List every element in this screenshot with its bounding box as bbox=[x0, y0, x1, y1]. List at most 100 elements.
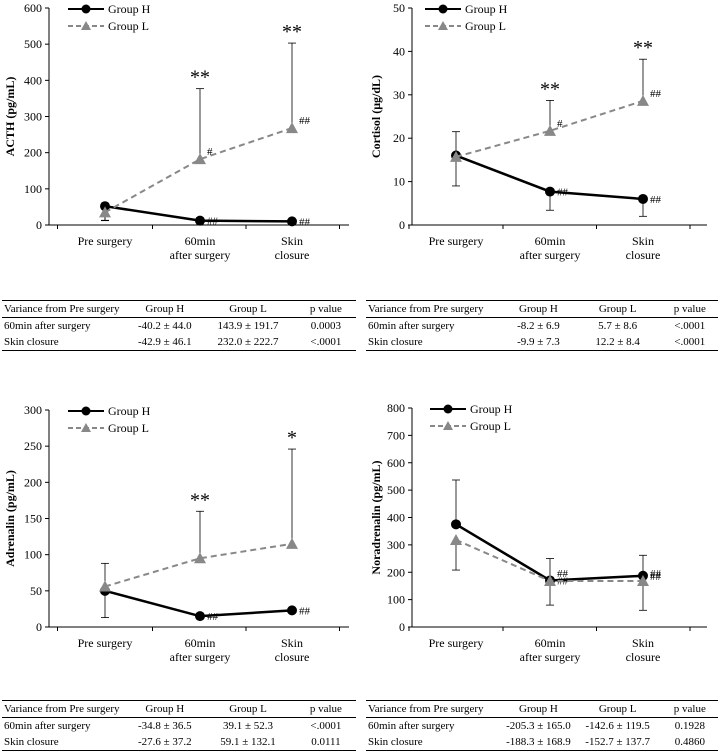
y-tick-label: 600 bbox=[24, 1, 42, 15]
legend-marker bbox=[443, 404, 453, 414]
table-cell: -188.3 ± 168.9 bbox=[503, 734, 574, 751]
data-point-circle bbox=[100, 201, 110, 212]
x-tick-label: after surgery bbox=[170, 248, 231, 262]
table-cell: -42.9 ± 46.1 bbox=[129, 334, 201, 351]
series-group-l bbox=[99, 448, 298, 592]
table-cell: Skin closure bbox=[366, 734, 504, 751]
legend-label: Group L bbox=[465, 19, 506, 33]
y-tick-label: 700 bbox=[387, 428, 405, 442]
table-cell: -142.6 ± 119.5 bbox=[585, 720, 650, 732]
table-cell: Skin closure bbox=[2, 334, 130, 351]
legend-label: Group L bbox=[108, 421, 149, 435]
table-cell: 0.0003 bbox=[310, 320, 342, 332]
y-tick-label: 800 bbox=[387, 401, 405, 415]
table-cell: -27.6 ± 37.2 bbox=[129, 734, 201, 751]
table-cell: 0.1928 bbox=[674, 720, 705, 732]
legend-label: Group H bbox=[108, 2, 151, 16]
table-cell: -9.9 ± 7.3 bbox=[503, 334, 574, 351]
table-cell: 12.2 ± 8.4 bbox=[573, 334, 662, 351]
significance-label: ** bbox=[190, 67, 210, 89]
y-tick-label: 400 bbox=[24, 73, 42, 87]
table-header-cell: Group H bbox=[503, 300, 574, 318]
x-tick-label: Pre surgery bbox=[429, 234, 484, 248]
table-cell: 0.0111 bbox=[295, 734, 356, 751]
annotation-label: ## bbox=[299, 115, 311, 127]
y-axis-label: Noradrenalin (pg/mL) bbox=[369, 460, 383, 574]
data-point-triangle bbox=[450, 150, 462, 162]
x-tick-label: Skin bbox=[632, 636, 654, 650]
y-tick-label: 300 bbox=[387, 538, 405, 552]
table-header-cell: p value bbox=[295, 700, 356, 718]
data-point-triangle bbox=[544, 575, 556, 587]
legend-marker bbox=[81, 4, 91, 14]
x-tick-label: Pre surgery bbox=[78, 234, 133, 248]
annotation-label: ## bbox=[650, 568, 662, 580]
significance-label: ** bbox=[282, 21, 302, 43]
legend-marker bbox=[438, 21, 448, 30]
annotation-label: ## bbox=[650, 194, 662, 206]
x-tick-label: 60min bbox=[185, 234, 216, 248]
legend-marker bbox=[81, 423, 91, 432]
table-cell: 232.0 ± 222.7 bbox=[200, 334, 296, 351]
table-row: Skin closure -42.9 ± 46.1 232.0 ± 222.7 <.0… bbox=[2, 334, 356, 351]
y-tick-label: 500 bbox=[24, 37, 42, 51]
table-header-cell: Variance from Pre surgery bbox=[2, 700, 130, 718]
y-axis-label: ACTH (pg/mL) bbox=[3, 77, 17, 157]
y-tick-label: 40 bbox=[393, 44, 405, 58]
y-tick-label: 10 bbox=[393, 175, 405, 189]
legend-label: Group H bbox=[465, 2, 508, 16]
table-cell: 39.1 ± 52.3 bbox=[223, 720, 274, 732]
annotation-label: ## bbox=[207, 216, 219, 228]
series-line bbox=[104, 542, 293, 588]
series-group-h: ## ## bbox=[100, 201, 311, 228]
x-tick-label: after surgery bbox=[520, 248, 581, 262]
x-tick-label: 60min bbox=[535, 636, 566, 650]
table-header-cell: Variance from Pre surgery bbox=[366, 700, 504, 718]
series-group-l: ## ## bbox=[450, 533, 662, 611]
x-tick-label: Skin bbox=[281, 636, 303, 650]
significance-label: ** bbox=[190, 489, 210, 511]
table-row: Skin closure -9.9 ± 7.3 12.2 ± 8.4 <.0001 bbox=[366, 334, 718, 351]
table-cell: Skin closure bbox=[2, 734, 130, 751]
legend-marker bbox=[443, 421, 453, 430]
legend: Group H Group L bbox=[68, 404, 151, 435]
chart-panel-2: 0 50 100 150 200 250 300 Adrenalin (pg/mL) Pre s… bbox=[3, 403, 349, 664]
table-cell: <.0001 bbox=[295, 334, 356, 351]
y-tick-label: 100 bbox=[24, 548, 42, 562]
table-cell: -205.3 ± 165.0 bbox=[506, 720, 571, 732]
legend-label: Group H bbox=[470, 402, 513, 416]
table-header-cell: Group H bbox=[503, 700, 574, 718]
y-tick-label: 50 bbox=[30, 584, 42, 598]
annotation-label: # bbox=[207, 146, 213, 158]
table-header-cell: Group L bbox=[200, 700, 296, 718]
series-line bbox=[104, 127, 293, 214]
series-group-h: ## ## bbox=[100, 585, 311, 623]
y-tick-label: 30 bbox=[393, 88, 405, 102]
table-header-cell: Group H bbox=[129, 700, 201, 718]
annotation-label: ## bbox=[650, 571, 662, 583]
table-row: 60min after surgery -8.2 ± 6.9 5.7 ± 8.6 <.… bbox=[366, 318, 718, 335]
data-point-triangle bbox=[544, 124, 556, 136]
x-tick-label: closure bbox=[626, 248, 661, 262]
annotation-label: ## bbox=[557, 187, 569, 199]
y-tick-label: 300 bbox=[24, 403, 42, 417]
table-cell: 5.7 ± 8.6 bbox=[598, 320, 638, 332]
data-point-circle bbox=[451, 519, 461, 530]
table-cell: 59.1 ± 132.1 bbox=[200, 734, 296, 751]
x-tick-label: Pre surgery bbox=[429, 636, 484, 650]
table-row: 60min after surgery -34.8 ± 36.5 39.1 ± 52… bbox=[2, 718, 356, 735]
y-tick-label: 200 bbox=[24, 146, 42, 160]
significance-label: ** bbox=[633, 37, 653, 59]
table-header-cell: Group H bbox=[129, 300, 201, 318]
y-tick-label: 500 bbox=[387, 483, 405, 497]
table-cell: 60min after surgery bbox=[368, 720, 455, 732]
y-tick-label: 50 bbox=[393, 1, 405, 15]
data-point-circle bbox=[287, 216, 297, 227]
table-cell: <.0001 bbox=[661, 334, 718, 351]
table-header-cell: Group L bbox=[573, 700, 662, 718]
